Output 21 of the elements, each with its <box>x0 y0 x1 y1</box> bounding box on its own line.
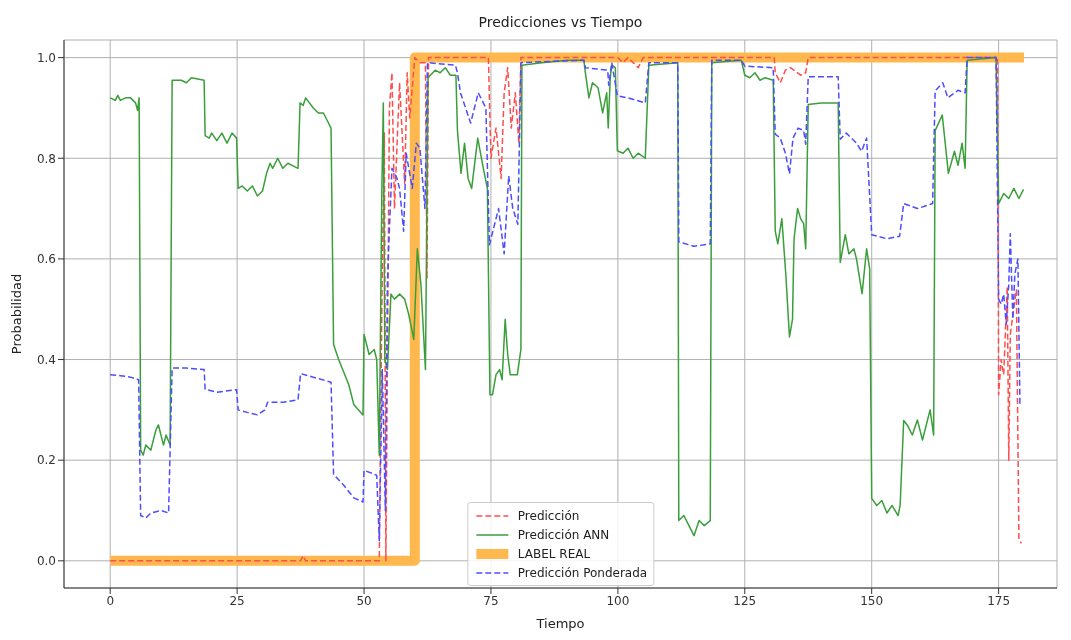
x-axis-title: Tiempo <box>535 616 585 631</box>
x-tick-label: 150 <box>860 593 884 608</box>
x-tick-label: 100 <box>606 593 630 608</box>
y-tick-label: 0.2 <box>36 453 56 468</box>
y-tick-label: 0.6 <box>36 252 56 267</box>
y-tick-label: 0.0 <box>36 554 56 569</box>
x-tick-label: 25 <box>229 593 245 608</box>
legend-label: Predicción Ponderada <box>517 565 648 580</box>
legend-label: Predicción ANN <box>517 527 610 542</box>
y-tick-label: 0.8 <box>36 151 56 166</box>
x-tick-label: 0 <box>106 593 115 608</box>
x-tick-label: 175 <box>987 593 1011 608</box>
x-tick-label: 125 <box>733 593 757 608</box>
x-tick-label: 75 <box>483 593 499 608</box>
chart-title: Predicciones vs Tiempo <box>477 14 644 30</box>
y-axis-title: Probabilidad <box>8 273 24 355</box>
legend-label: LABEL REAL <box>517 546 591 561</box>
y-tick-label: 0.4 <box>36 352 56 367</box>
x-tick-label: 50 <box>356 593 372 608</box>
y-tick-label: 1.0 <box>36 50 56 65</box>
legend-label: Predicción <box>517 508 580 523</box>
